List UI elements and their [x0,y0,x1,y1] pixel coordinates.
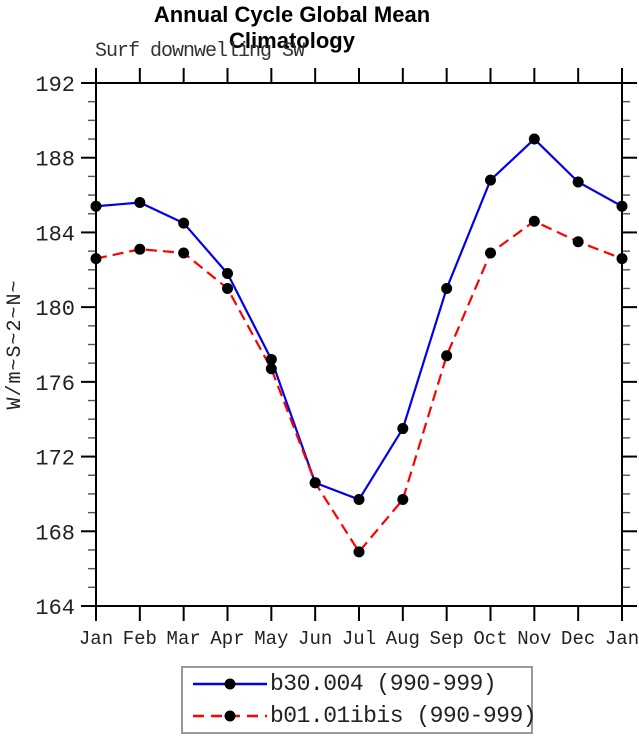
x-tick-label: Jan [605,628,639,650]
data-point-marker [265,353,277,365]
data-point-marker [134,243,146,255]
data-point-marker [265,363,277,375]
data-point-marker [397,494,409,506]
data-point-marker [353,494,365,506]
data-point-marker [222,268,233,280]
x-tick-label: Feb [123,628,157,650]
legend-label: b30.004 (990-999) [270,671,497,697]
x-tick-label: Sep [430,628,464,650]
data-point-marker [572,236,584,248]
y-tick-label: 168 [35,521,75,546]
x-tick-label: Oct [473,628,507,650]
y-tick-label: 164 [35,596,75,621]
y-tick-label: 172 [35,447,75,472]
x-tick-label: Aug [386,628,420,650]
y-tick-label: 180 [35,297,75,322]
data-point-marker [222,282,233,294]
x-tick-label: May [254,628,288,650]
data-point-marker [178,217,190,229]
x-tick-label: Jul [342,628,376,650]
data-point-marker [485,174,496,186]
data-point-marker [90,253,102,265]
x-tick-label: Dec [561,628,595,650]
legend-item-b30-004: b30.004 (990-999) [188,668,531,700]
y-tick-label: 192 [35,73,75,98]
chart-subtitle: Surf downwelling SW [95,40,305,63]
data-point-marker [616,200,628,212]
data-point-marker [441,282,453,294]
data-point-marker [528,215,540,227]
data-point-marker [441,350,453,362]
x-tick-label: Nov [517,628,551,650]
legend-item-b01-01ibis: b01.01ibis (990-999) [188,700,537,732]
data-point-marker [485,247,496,259]
legend: b30.004 (990-999) b01.01ibis (990-999) [181,666,537,734]
data-point-marker [90,200,102,212]
x-tick-label: Jun [298,628,332,650]
data-point-marker [397,423,409,435]
x-tick-label: Mar [167,628,201,650]
plot-frame [95,82,623,607]
data-point-marker [572,176,584,188]
main-title: Annual Cycle Global Mean Climatology [153,2,431,53]
data-point-marker [616,253,628,265]
data-point-marker [178,247,190,259]
data-point-marker [309,477,321,489]
y-tick-label: 188 [35,148,75,173]
legend-marker-icon [224,678,236,690]
x-tick-label: Apr [210,628,244,650]
legend-line-sample-dashed [193,710,267,722]
y-tick-label: 184 [35,222,75,247]
data-point-marker [528,133,540,145]
series-line-0 [95,137,623,501]
data-point-marker [134,197,146,209]
x-tick-label: Jan [79,628,113,650]
legend-label: b01.01ibis (990-999) [270,703,537,729]
legend-line-sample-solid [193,678,267,690]
y-tick-label: 176 [35,372,75,397]
y-axis-title: W/m~S~2~N~ [4,279,27,409]
data-point-marker [353,546,365,558]
legend-marker-icon [224,710,236,722]
